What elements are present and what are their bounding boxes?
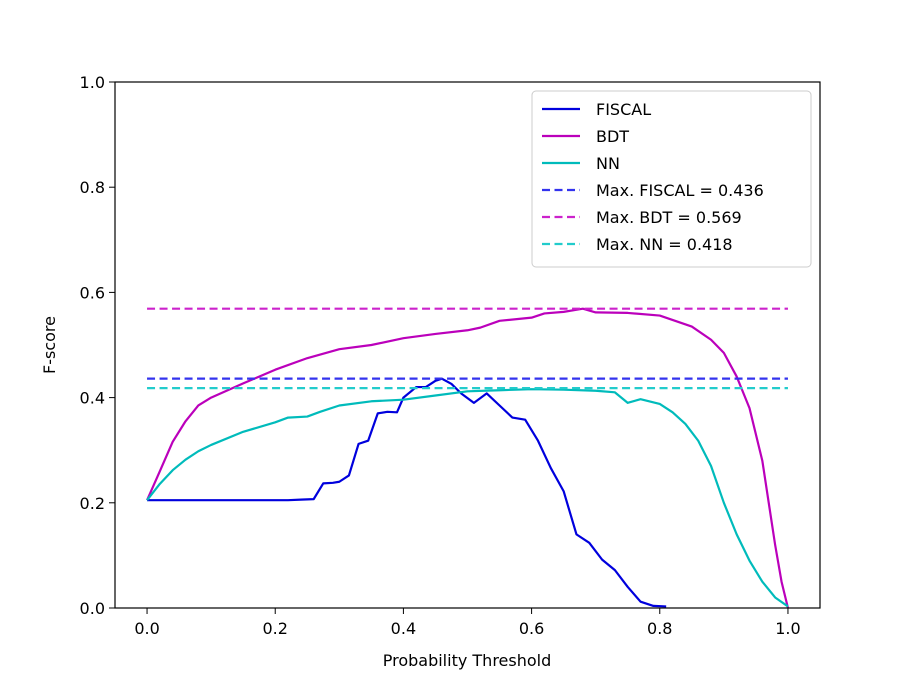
x-tick-label: 1.0	[775, 619, 800, 638]
x-tick-label: 0.6	[519, 619, 544, 638]
legend-label: NN	[596, 154, 620, 173]
legend-label: Max. FISCAL = 0.436	[596, 181, 764, 200]
legend-label: Max. NN = 0.418	[596, 235, 733, 254]
y-tick-label: 0.0	[80, 599, 105, 618]
y-tick-label: 0.2	[80, 494, 105, 513]
x-tick-label: 0.0	[134, 619, 159, 638]
legend: FISCAL BDT NN Max. FISCAL = 0.436 Max. BDT =…	[531, 90, 812, 268]
legend-label: Max. BDT = 0.569	[596, 208, 742, 227]
legend-box	[531, 90, 812, 268]
series-line-bdt	[146, 307, 790, 609]
y-tick-label: 0.6	[80, 283, 105, 302]
y-axis-label: F-score	[40, 316, 59, 374]
x-tick-label: 0.4	[391, 619, 416, 638]
y-tick-label: 0.8	[80, 178, 105, 197]
x-axis-label: Probability Threshold	[383, 651, 552, 670]
x-tick-label: 0.2	[263, 619, 288, 638]
axes-frame	[114, 81, 821, 609]
legend-label: BDT	[596, 127, 629, 146]
y-tick-label: 1.0	[80, 73, 105, 92]
x-tick-label: 0.8	[647, 619, 672, 638]
y-tick-label: 0.4	[80, 389, 105, 408]
series-layer	[146, 307, 790, 609]
series-line-nn	[146, 388, 789, 608]
axes-layer: 0.0 0.2 0.4 0.6 0.8 1.0 0.0 0.2 0.4 0.6 0.8 1.0	[80, 73, 821, 638]
legend-label: FISCAL	[596, 100, 651, 119]
